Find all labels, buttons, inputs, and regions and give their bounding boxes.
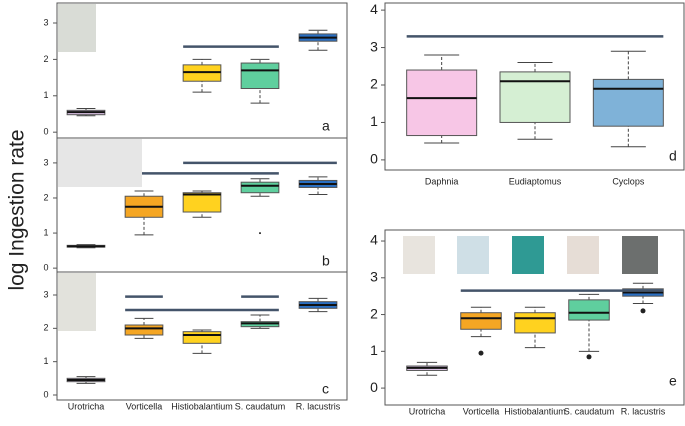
photo bbox=[58, 4, 96, 52]
box bbox=[592, 78, 664, 127]
x-tick-label: S. caudatum bbox=[564, 406, 615, 416]
photo bbox=[403, 236, 435, 274]
x-tick-label: Urotricha bbox=[409, 406, 446, 416]
panel-letter: a bbox=[322, 118, 330, 134]
y-tick-label: 2 bbox=[43, 54, 48, 64]
x-tick-label: Vorticella bbox=[463, 406, 500, 416]
x-tick-label: Eudiaptomus bbox=[509, 176, 562, 186]
box bbox=[568, 299, 610, 321]
y-tick-label: 3 bbox=[43, 17, 48, 27]
y-tick-label: 0 bbox=[43, 263, 48, 273]
y-tick-label: 2 bbox=[43, 323, 48, 333]
box bbox=[514, 312, 556, 334]
box bbox=[406, 69, 478, 137]
y-tick-label: 3 bbox=[43, 157, 48, 167]
x-tick-label: Urotricha bbox=[68, 401, 105, 411]
x-tick-label: R. lacustris bbox=[621, 406, 666, 416]
panel-frame bbox=[384, 2, 685, 171]
x-tick-label: Cyclops bbox=[612, 176, 645, 186]
photo bbox=[567, 236, 599, 274]
y-tick-label: 1 bbox=[43, 356, 48, 366]
panel-letter: c bbox=[322, 381, 329, 397]
y-tick-label: 3 bbox=[370, 268, 378, 284]
photo bbox=[512, 236, 544, 274]
box bbox=[460, 312, 502, 330]
y-tick-label: 2 bbox=[370, 305, 378, 321]
y-tick-label: 1 bbox=[370, 342, 378, 358]
y-axis-label: log Ingestion rate bbox=[6, 129, 29, 290]
y-tick-label: 3 bbox=[43, 289, 48, 299]
panel-frame bbox=[56, 271, 348, 401]
x-tick-label: Vorticella bbox=[126, 401, 163, 411]
y-tick-label: 2 bbox=[370, 76, 378, 92]
outlier bbox=[478, 350, 484, 356]
x-tick-label: Histiobalantium bbox=[504, 406, 566, 416]
outlier bbox=[259, 232, 261, 235]
outlier bbox=[640, 308, 646, 314]
y-tick-label: 0 bbox=[370, 379, 378, 395]
x-tick-label: Daphnia bbox=[425, 176, 459, 186]
y-tick-label: 0 bbox=[43, 127, 48, 137]
x-tick-label: R. lacustris bbox=[296, 401, 341, 411]
panel-letter: d bbox=[669, 148, 677, 164]
y-tick-label: 4 bbox=[370, 1, 378, 17]
y-tick-label: 2 bbox=[43, 192, 48, 202]
y-tick-label: 0 bbox=[43, 389, 48, 399]
box bbox=[182, 331, 222, 344]
x-tick-label: Histiobalantium bbox=[171, 401, 233, 411]
y-tick-label: 1 bbox=[43, 227, 48, 237]
panel-letter: e bbox=[669, 373, 677, 389]
panel-frame bbox=[384, 229, 685, 406]
photo bbox=[58, 139, 142, 187]
outlier bbox=[586, 354, 592, 360]
box bbox=[240, 62, 280, 90]
box bbox=[124, 324, 164, 336]
box bbox=[499, 71, 571, 123]
y-tick-label: 1 bbox=[43, 90, 48, 100]
box bbox=[240, 181, 280, 194]
photo bbox=[622, 236, 658, 274]
y-tick-label: 0 bbox=[370, 151, 378, 167]
panel-letter: b bbox=[322, 253, 330, 269]
y-tick-label: 1 bbox=[370, 113, 378, 129]
x-tick-label: S. caudatum bbox=[235, 401, 286, 411]
photo bbox=[58, 273, 96, 331]
photo bbox=[457, 236, 489, 274]
y-tick-label: 4 bbox=[370, 232, 378, 248]
y-tick-label: 3 bbox=[370, 38, 378, 54]
box bbox=[182, 192, 222, 213]
